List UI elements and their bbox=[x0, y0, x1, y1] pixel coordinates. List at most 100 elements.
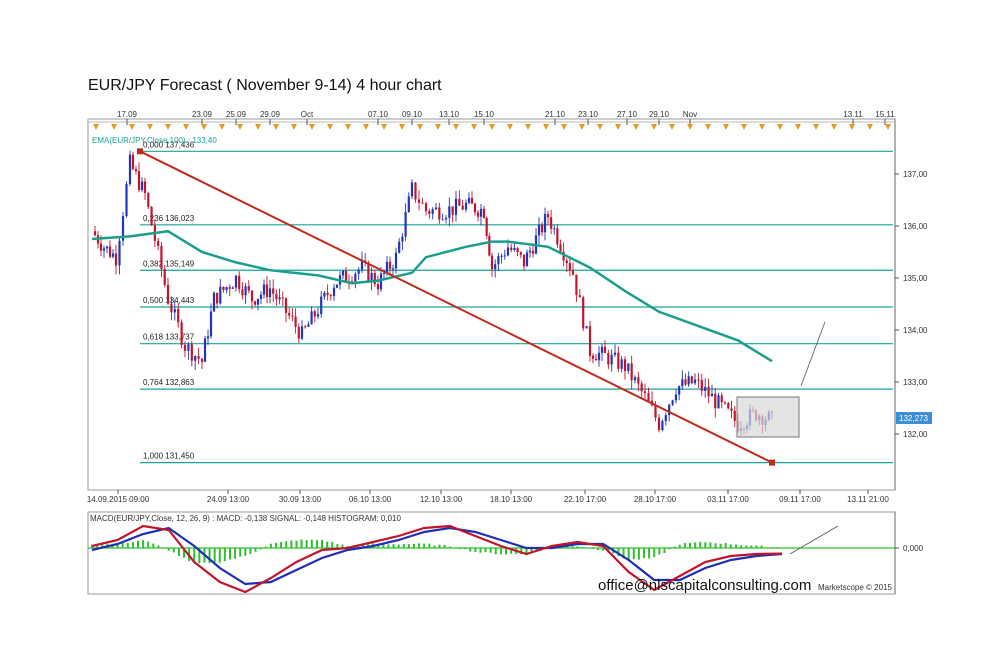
top-date-label: Oct bbox=[301, 110, 314, 119]
candle-body bbox=[537, 224, 541, 236]
candle-body bbox=[360, 260, 364, 270]
candle-body bbox=[690, 376, 693, 384]
candle-body bbox=[143, 181, 147, 193]
event-marker bbox=[885, 124, 891, 130]
candle-body bbox=[180, 322, 183, 345]
candle-body bbox=[335, 284, 339, 288]
event-marker bbox=[831, 124, 837, 130]
event-marker bbox=[129, 124, 135, 130]
macd-histogram-bar bbox=[566, 546, 569, 548]
macd-histogram-bar bbox=[310, 539, 313, 548]
candle-body bbox=[382, 272, 386, 274]
macd-histogram-bar bbox=[213, 548, 216, 562]
candle-body bbox=[434, 207, 438, 210]
macd-histogram-bar bbox=[520, 548, 523, 555]
candle-body bbox=[238, 275, 241, 290]
candle-body bbox=[250, 290, 254, 302]
bottom-date-label: 28.10 17:00 bbox=[634, 495, 677, 504]
candle-body bbox=[506, 247, 510, 256]
candle-body bbox=[500, 255, 503, 257]
candle-body bbox=[519, 252, 522, 255]
macd-histogram-bar bbox=[673, 546, 676, 548]
candle-body bbox=[373, 272, 376, 285]
candle-body bbox=[664, 415, 667, 422]
candle-body bbox=[398, 241, 401, 253]
candle-body bbox=[350, 281, 354, 283]
macd-histogram-bar bbox=[285, 541, 288, 548]
top-date-label: 23.09 bbox=[192, 110, 213, 119]
candle-body bbox=[494, 264, 497, 270]
trend-handle-end bbox=[769, 459, 775, 466]
candle-body bbox=[578, 295, 581, 298]
candle-body bbox=[228, 287, 231, 289]
candle-body bbox=[588, 326, 592, 356]
candle-body bbox=[341, 270, 345, 276]
candle-body bbox=[231, 287, 234, 289]
event-marker bbox=[345, 124, 351, 130]
macd-histogram-bar bbox=[678, 544, 681, 548]
macd-histogram-bar bbox=[694, 542, 697, 548]
top-date-label: 13.11 bbox=[843, 110, 863, 119]
candle-body bbox=[304, 326, 307, 328]
macd-histogram-bar bbox=[142, 540, 145, 548]
macd-histogram-bar bbox=[300, 539, 303, 548]
event-marker bbox=[615, 124, 621, 130]
macd-histogram-bar bbox=[479, 548, 482, 553]
macd-histogram-bar bbox=[459, 548, 461, 550]
fibonacci-label: 0,000 137,436 bbox=[143, 140, 195, 149]
candle-body bbox=[620, 359, 623, 369]
candle-body bbox=[700, 379, 703, 391]
candle-body bbox=[157, 240, 160, 246]
macd-histogram-bar bbox=[729, 544, 732, 548]
macd-histogram-bar bbox=[341, 544, 344, 548]
macd-histogram-bar bbox=[745, 545, 748, 548]
top-date-label: 15.10 bbox=[474, 110, 495, 119]
candle-body bbox=[93, 231, 97, 236]
candle-body bbox=[674, 394, 678, 401]
candle-body bbox=[441, 219, 444, 221]
candle-body bbox=[320, 296, 323, 315]
fibonacci-label: 1,000 131,450 bbox=[143, 452, 195, 461]
candle-body bbox=[485, 217, 488, 236]
candle-body bbox=[607, 352, 610, 365]
candle-body bbox=[717, 395, 720, 409]
candle-body bbox=[259, 294, 263, 299]
macd-histogram-bar bbox=[101, 544, 104, 548]
event-marker bbox=[291, 124, 297, 130]
trend-line bbox=[139, 150, 773, 464]
candle-body bbox=[603, 346, 607, 353]
bottom-date-label: 18.10 13:00 bbox=[490, 495, 533, 504]
fibonacci-label: 0,764 132,863 bbox=[143, 378, 195, 387]
candle-body bbox=[262, 284, 266, 295]
macd-histogram-bar bbox=[586, 547, 589, 549]
candle-body bbox=[108, 246, 112, 257]
forecast-arrow-macd bbox=[789, 525, 839, 555]
candle-body bbox=[510, 247, 513, 250]
candle-body bbox=[528, 250, 532, 253]
macd-histogram-bar bbox=[709, 542, 712, 548]
macd-histogram-bar bbox=[198, 548, 201, 564]
event-marker bbox=[183, 124, 189, 130]
candle-body bbox=[414, 182, 417, 200]
candle-body bbox=[137, 171, 141, 190]
event-marker bbox=[435, 124, 441, 130]
candle-body bbox=[105, 246, 109, 249]
candle-body bbox=[407, 196, 410, 213]
candle-body bbox=[197, 356, 200, 359]
candle-body bbox=[503, 255, 506, 257]
macd-histogram-bar bbox=[505, 548, 507, 555]
macd-histogram-bar bbox=[91, 544, 93, 548]
candle-body bbox=[467, 197, 471, 203]
macd-histogram-bar bbox=[305, 539, 308, 548]
macd-histogram-bar bbox=[474, 548, 477, 553]
candle-body bbox=[582, 297, 585, 329]
candle-body bbox=[678, 386, 681, 395]
macd-histogram-bar bbox=[239, 548, 242, 557]
macd-histogram-bar bbox=[765, 547, 768, 549]
candle-body bbox=[203, 338, 207, 362]
candle-body bbox=[300, 326, 304, 339]
macd-histogram-bar bbox=[152, 543, 155, 548]
macd-histogram-bar bbox=[714, 543, 717, 548]
candle-body bbox=[627, 363, 630, 371]
macd-histogram-bar bbox=[193, 548, 196, 564]
